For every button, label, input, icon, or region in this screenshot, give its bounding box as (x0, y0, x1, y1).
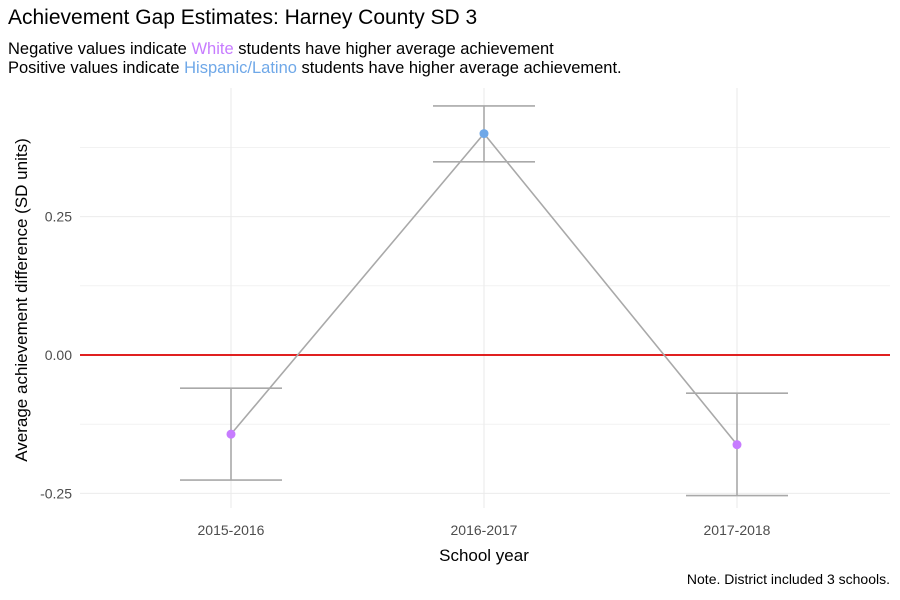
x-tick-label: 2015-2016 (198, 522, 265, 538)
y-tick-label: 0.00 (45, 347, 72, 363)
hispanic-group-label: Hispanic/Latino (184, 59, 297, 77)
subtitle-line-2: Positive values indicate Hispanic/Latino… (8, 59, 622, 78)
data-point-2017-2018 (732, 440, 742, 450)
subtitle-line-2-suffix: students have higher average achievement… (296, 59, 622, 77)
y-tick-label: -0.25 (40, 485, 72, 501)
series-group (180, 105, 788, 497)
subtitle-line-1-prefix: Negative values indicate (8, 40, 192, 58)
caption-note: Note. District included 3 schools. (686, 571, 890, 587)
y-tick-label: 0.25 (45, 209, 72, 225)
x-axis-title: School year (439, 546, 529, 565)
data-point-2016-2017 (479, 129, 489, 139)
chart-title: Achievement Gap Estimates: Harney County… (8, 6, 478, 29)
grid-lines (80, 88, 890, 508)
y-tick-labels: -0.25 0.00 0.25 (40, 209, 72, 502)
subtitle-line-2-prefix: Positive values indicate (8, 59, 185, 77)
subtitle-line-1-suffix: students have higher average achievement (233, 40, 554, 58)
subtitle-line-1: Negative values indicate White students … (8, 40, 554, 59)
x-tick-label: 2017-2018 (704, 522, 771, 538)
x-tick-label: 2016-2017 (451, 522, 518, 538)
y-axis-title: Average achievement difference (SD units… (12, 138, 31, 462)
data-point-2015-2016 (226, 429, 236, 439)
x-tick-labels: 2015-2016 2016-2017 2017-2018 (198, 522, 771, 538)
white-group-label: White (191, 40, 234, 58)
